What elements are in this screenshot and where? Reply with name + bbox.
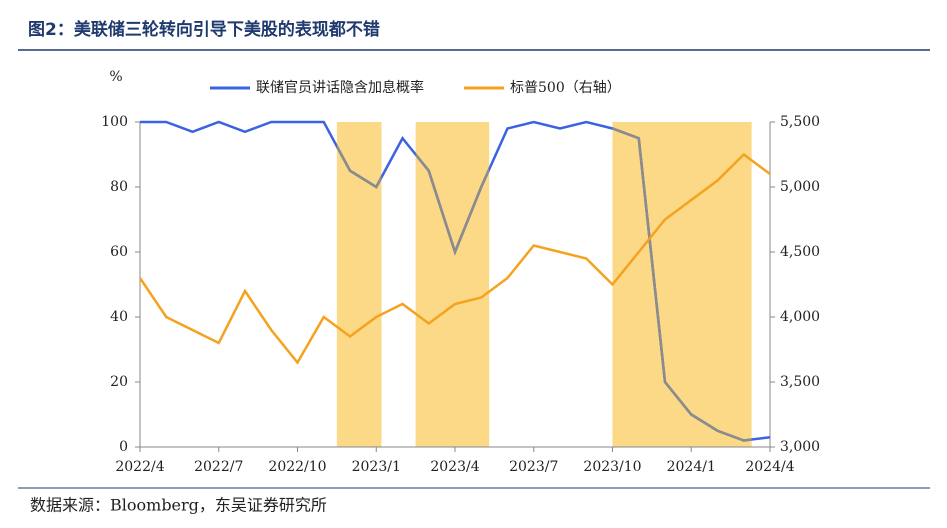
x-tick-label: 2023/1 [352, 459, 401, 475]
source: 数据来源：Bloomberg，东吴证券研究所 [30, 496, 327, 515]
y-axis-label: % [109, 69, 122, 85]
shaded-period [612, 122, 752, 447]
y2-tick-label: 5,000 [780, 179, 820, 195]
y2-tick-label: 4,000 [780, 309, 820, 325]
y-tick-label: 0 [119, 439, 128, 455]
x-tick-label: 2024/1 [667, 459, 716, 475]
y2-tick-label: 5,500 [780, 114, 820, 130]
y-tick-label: 60 [110, 244, 128, 260]
x-tick-label: 2022/10 [268, 459, 326, 475]
shaded-period [415, 122, 490, 447]
series-line [138, 152, 771, 365]
x-tick-label: 2022/7 [194, 459, 243, 475]
series-line-shaded [336, 122, 752, 442]
x-tick-label: 2023/4 [430, 459, 479, 475]
x-tick-label: 2023/10 [583, 459, 641, 475]
x-tick-label: 2024/4 [745, 459, 794, 475]
chart-title: 图2：美联储三轮转向引导下美股的表现都不错 [28, 19, 380, 40]
legend-label: 标普500（右轴） [510, 80, 621, 96]
shaded-period [336, 122, 382, 447]
y-tick-label: 20 [110, 374, 128, 390]
legend-label: 联储官员讲话隐含加息概率 [256, 79, 424, 96]
y2-tick-label: 4,500 [780, 244, 820, 260]
y-tick-label: 100 [101, 114, 128, 130]
y2-tick-label: 3,500 [780, 374, 820, 390]
y2-tick-label: 3,000 [780, 439, 820, 455]
y-tick-label: 80 [110, 179, 128, 195]
x-tick-label: 2022/4 [115, 459, 164, 475]
y-tick-label: 40 [110, 309, 128, 325]
x-tick-label: 2023/7 [509, 459, 558, 475]
